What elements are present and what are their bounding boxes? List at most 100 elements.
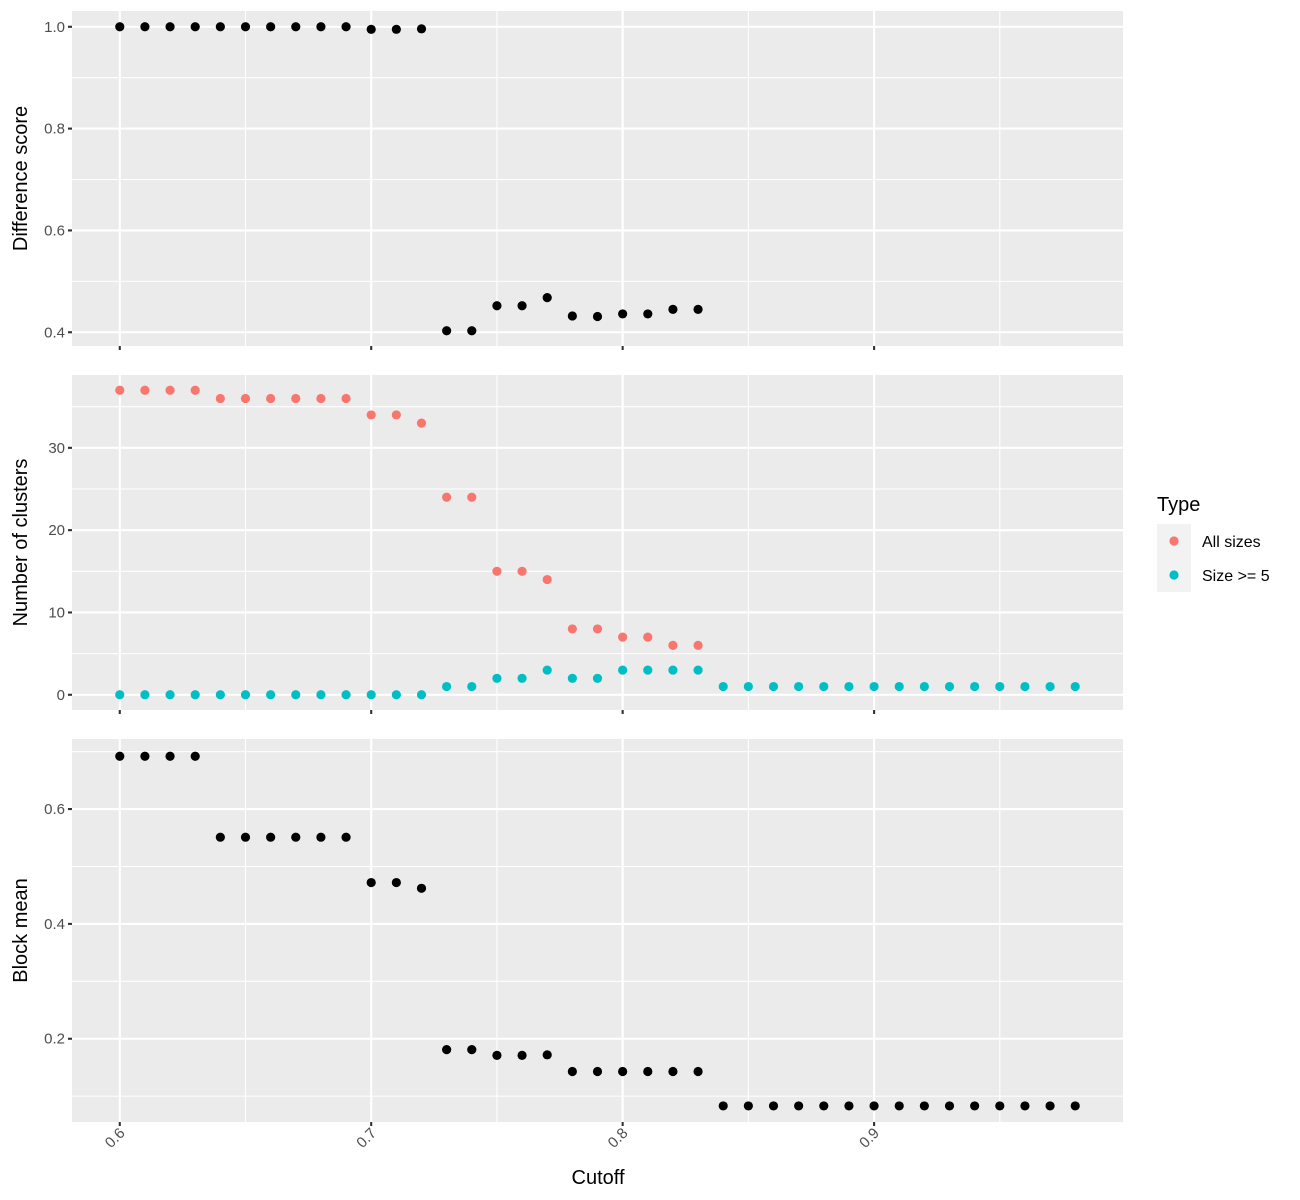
data-point (492, 566, 502, 576)
y-tick-label: 0.8 (44, 121, 65, 138)
data-point (266, 832, 276, 842)
data-point (240, 690, 251, 700)
data-point (391, 877, 401, 888)
data-point (140, 22, 150, 32)
data-point (291, 393, 301, 404)
data-point (165, 385, 175, 395)
data-point (492, 1050, 502, 1060)
data-point (341, 832, 351, 842)
data-point (592, 311, 603, 322)
panel-block-mean: 0.2 0.4 0.6 Block mean (10, 739, 1123, 1126)
data-point (668, 640, 678, 650)
data-point (215, 393, 225, 404)
data-point (190, 385, 200, 395)
data-point (592, 624, 603, 634)
data-point (618, 309, 628, 319)
data-point (165, 22, 175, 32)
data-point (165, 690, 175, 700)
data-point (919, 1101, 929, 1111)
y-tick-label: 0.4 (44, 916, 65, 933)
data-point (316, 690, 326, 700)
data-point (592, 1066, 603, 1077)
data-point (1045, 681, 1055, 692)
legend: Type All sizes Size >= 5 (1157, 494, 1270, 592)
data-point (718, 681, 728, 692)
data-point (768, 681, 779, 692)
data-point (693, 665, 703, 675)
data-point (944, 1101, 955, 1111)
y-tick-label: 0.2 (44, 1031, 65, 1048)
data-point (517, 566, 527, 576)
data-point (668, 665, 678, 675)
data-point (668, 304, 678, 314)
data-point (517, 673, 527, 683)
data-point (1070, 1101, 1080, 1111)
legend-title: Type (1157, 494, 1200, 516)
data-point (316, 22, 326, 32)
data-point (844, 681, 854, 692)
data-point (995, 1101, 1005, 1111)
data-point (643, 1066, 653, 1077)
x-tick-label: 0.9 (856, 1125, 883, 1152)
data-point (115, 751, 125, 761)
data-point (743, 1101, 753, 1111)
data-point (140, 385, 150, 395)
y-tick-label: 1.0 (44, 19, 65, 36)
data-point (869, 1101, 879, 1111)
data-point (215, 690, 225, 700)
data-point (291, 22, 301, 32)
data-point (517, 301, 527, 311)
data-point (517, 1050, 527, 1060)
data-point (240, 832, 251, 842)
data-point (341, 393, 351, 404)
data-point (1070, 681, 1080, 692)
data-point (668, 1066, 678, 1077)
data-point (391, 24, 401, 34)
data-point (1045, 1101, 1055, 1111)
data-point (693, 1066, 703, 1077)
data-point (567, 673, 577, 683)
data-point (643, 632, 653, 642)
legend-marker-size-5 (1169, 570, 1179, 580)
data-point (467, 326, 477, 336)
data-point (190, 690, 200, 700)
data-point (567, 624, 577, 634)
data-point (416, 690, 427, 700)
y-axis-title: Number of clusters (10, 459, 32, 627)
data-point (165, 751, 175, 761)
data-point (894, 681, 904, 692)
data-point (844, 1101, 854, 1111)
y-tick-label: 0.6 (44, 222, 65, 239)
data-point (467, 492, 477, 502)
data-point (266, 690, 276, 700)
data-point (291, 832, 301, 842)
series-all-sizes (115, 385, 703, 650)
data-point (391, 690, 401, 700)
data-point (215, 22, 225, 32)
data-point (542, 1050, 552, 1060)
data-point (618, 665, 628, 675)
x-tick-label: 0.8 (605, 1125, 632, 1152)
y-tick-label: 20 (48, 522, 65, 539)
data-point (115, 22, 125, 32)
panel-background (72, 11, 1123, 346)
data-point (416, 24, 427, 34)
x-axis-title: Cutoff (572, 1167, 625, 1189)
data-point (391, 410, 401, 420)
data-point (467, 1045, 477, 1055)
data-point (316, 393, 326, 404)
data-point (1020, 681, 1030, 692)
data-point (819, 1101, 829, 1111)
data-point (718, 1101, 728, 1111)
data-point (794, 681, 804, 692)
data-point (944, 681, 955, 692)
legend-label-size-5: Size >= 5 (1202, 568, 1270, 585)
data-point (366, 24, 376, 34)
panel-background (72, 375, 1123, 710)
legend-label-all-sizes: All sizes (1202, 534, 1261, 551)
data-point (316, 832, 326, 842)
data-point (743, 681, 753, 692)
x-axis: 0.6 0.7 0.8 0.9 (102, 1125, 883, 1152)
y-tick-label: 0 (57, 687, 65, 704)
